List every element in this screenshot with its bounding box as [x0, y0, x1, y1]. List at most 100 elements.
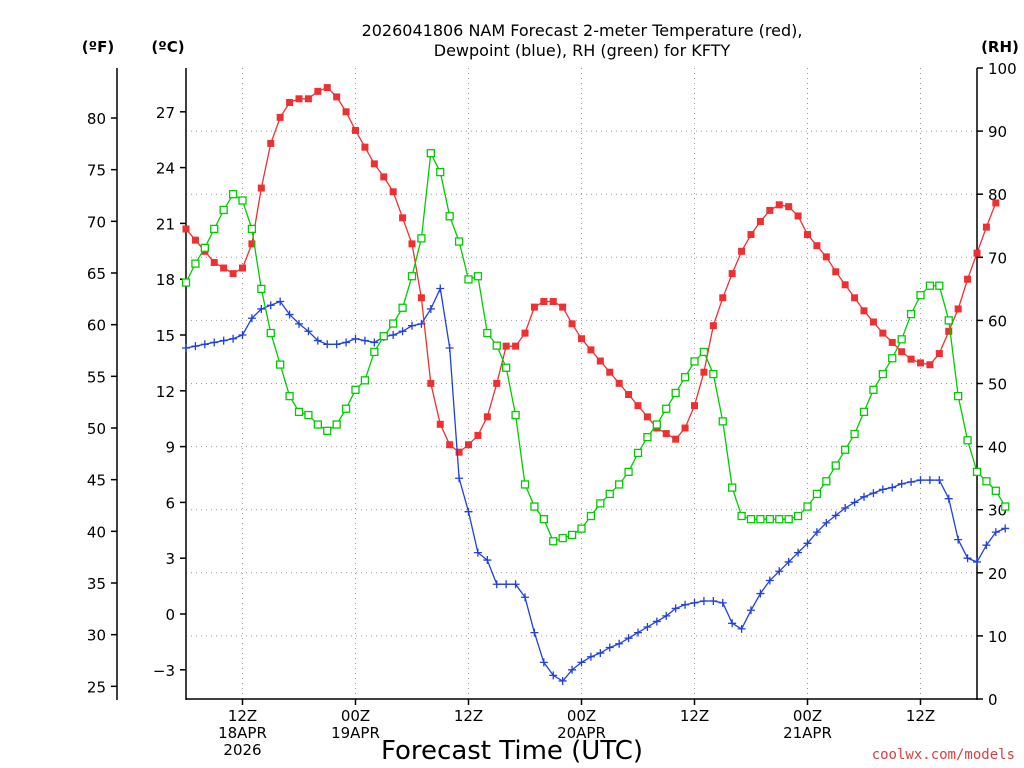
temperature-point [643, 413, 651, 421]
x-tick-label: 12Z [228, 707, 257, 725]
rh-point [191, 259, 200, 268]
rh-point [483, 328, 492, 338]
rh-point [341, 404, 351, 413]
rh-point [699, 347, 709, 357]
rh-point [935, 281, 944, 290]
rh-point [963, 436, 972, 445]
celsius-tick-label: 12 [156, 383, 175, 401]
rh-point [944, 316, 953, 325]
dewpoint-point [238, 331, 247, 339]
celsius-tick-label: 0 [165, 606, 175, 624]
dewpoint-point [925, 476, 934, 485]
dewpoint-point [1001, 524, 1010, 533]
dewpoint-point [605, 643, 614, 652]
rh-tick-label: 40 [988, 439, 1007, 457]
rh-point [567, 530, 577, 540]
rh-point [916, 291, 925, 300]
temperature-point [747, 231, 755, 239]
rh-point [1001, 502, 1010, 511]
rh-point [586, 511, 596, 521]
temperature-point [436, 420, 444, 428]
temperature-point [898, 348, 906, 356]
rh-point [407, 272, 417, 281]
temperature-point [813, 242, 821, 250]
rh-point [680, 373, 690, 382]
temperature-point [851, 294, 859, 302]
temperature-point [352, 126, 359, 134]
temperature-point [879, 329, 887, 337]
temperature-point [182, 225, 190, 233]
rh-point [200, 243, 209, 252]
dewpoint-point [586, 652, 595, 661]
dewpoint-point [568, 665, 577, 674]
chart-title-line-2: Dewpoint (blue), RH (green) for KFTY [434, 41, 731, 60]
temperature-point [822, 253, 830, 261]
celsius-tick-label: 3 [165, 550, 175, 568]
rh-point [841, 445, 850, 454]
chart-axes: 25 30 35 40 45 50 55 60 65 70 75 80 −3 0 3 6 9 12 15 18 21 24… [87, 60, 1017, 709]
fahrenheit-tick-label: 65 [87, 265, 106, 283]
dewpoint-point [285, 310, 294, 319]
dewpoint-point [445, 344, 454, 353]
temperature-point [907, 355, 915, 363]
fahrenheit-tick-label: 40 [87, 523, 106, 541]
rh-point [709, 369, 718, 379]
rh-point [379, 332, 388, 341]
temperature-point [530, 303, 538, 311]
celsius-tick-label: 21 [156, 215, 175, 233]
dewpoint-point [690, 598, 699, 607]
temperature-point [399, 214, 407, 222]
fahrenheit-tick-label: 70 [87, 213, 106, 231]
rh-point [897, 335, 906, 344]
temperature-point [229, 270, 237, 278]
temperature-point [954, 305, 962, 313]
dewpoint-point [643, 623, 652, 632]
dewpoint-point [360, 336, 369, 345]
dewpoint-point [907, 477, 916, 486]
dewpoint-point [549, 671, 558, 680]
rh-tick-label: 70 [988, 249, 1007, 267]
temperature-point [370, 160, 378, 168]
rh-point [276, 360, 285, 369]
temperature-point [220, 264, 228, 272]
dewpoint-point [954, 535, 963, 544]
dewpoint-point [916, 476, 925, 485]
temperature-point [869, 318, 877, 326]
rh-point [906, 309, 916, 319]
x-tick-label: 00Z [567, 707, 596, 725]
temperature-point [719, 294, 727, 302]
celsius-unit-label: (ºC) [151, 38, 184, 56]
dewpoint-point [850, 498, 859, 507]
temperature-point [766, 206, 774, 214]
rh-point [596, 499, 605, 508]
celsius-tick-label: 9 [165, 439, 175, 457]
temperature-point [380, 173, 388, 181]
rh-point [351, 385, 360, 394]
x-axis-label: Forecast Time (UTC) [381, 736, 643, 766]
rh-tick-label: 0 [988, 691, 998, 709]
rh-point [219, 205, 228, 215]
temperature-point [483, 413, 491, 421]
dewpoint-point [615, 639, 624, 648]
rh-point [398, 303, 407, 312]
x-tick-label: 21APR [783, 724, 832, 742]
rh-point [991, 486, 1000, 495]
dewpoint-point [662, 611, 671, 620]
rh-point [558, 533, 567, 543]
temperature-point [756, 218, 764, 226]
temperature-point [304, 95, 312, 103]
rh-point [793, 511, 803, 521]
temperature-point [417, 294, 425, 302]
rh-point [247, 224, 257, 234]
temperature-point [832, 268, 840, 276]
fahrenheit-tick-label: 45 [87, 472, 106, 490]
dewpoint-point [973, 557, 981, 566]
credit-label: coolwx.com/models [872, 747, 1015, 763]
dewpoint-point [492, 580, 501, 589]
rh-point [520, 480, 530, 489]
rh-unit-label: (RH) [981, 38, 1019, 56]
rh-point [238, 196, 247, 205]
dewpoint-point [634, 628, 642, 637]
rh-point [181, 278, 191, 287]
